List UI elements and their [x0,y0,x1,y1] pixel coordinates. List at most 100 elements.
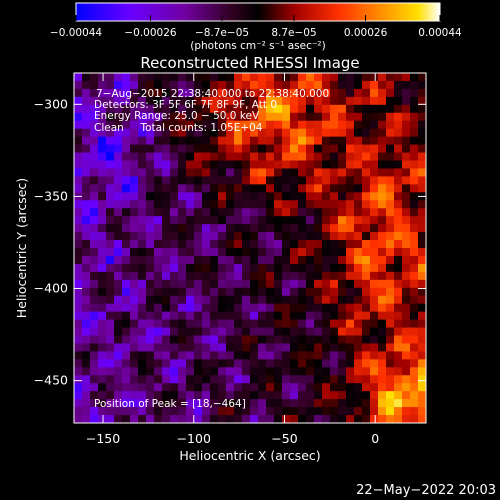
heatmap-cell [82,73,91,82]
heatmap-cell [202,375,211,384]
heatmap-cell [298,136,307,146]
heatmap-cell [306,192,315,201]
x-tick-label: 0 [371,431,379,446]
heatmap-cell [234,240,243,249]
heatmap-cell [106,295,115,305]
heatmap-cell [306,224,315,233]
heatmap-cell [122,415,131,423]
heatmap-cell [122,263,131,273]
heatmap-cell [90,319,99,329]
heatmap-cell [330,128,339,138]
heatmap-cell [258,136,267,146]
heatmap-cell [258,112,267,122]
heatmap-cell [250,391,259,400]
heatmap-cell [322,112,331,122]
heatmap-cell [170,295,179,305]
heatmap-cell [386,407,395,416]
heatmap-cell [98,216,107,225]
heatmap-cell [194,176,203,185]
heatmap-cell [114,303,123,313]
heatmap-cell [218,351,227,360]
heatmap-cell [106,248,115,257]
heatmap-cell [370,160,379,170]
heatmap-cell [402,200,411,209]
heatmap-cell [130,391,139,400]
heatmap-cell [298,367,307,376]
heatmap-cell [226,88,235,98]
heatmap-cell [202,160,211,170]
heatmap-cell [370,303,379,313]
heatmap-cell [122,319,131,329]
heatmap-cell [170,208,179,217]
heatmap-cell [194,287,203,297]
heatmap-cell [346,96,355,106]
heatmap-cell [282,96,291,106]
heatmap-cell [130,383,139,392]
heatmap-cell [314,224,323,233]
heatmap-cell [82,80,91,90]
heatmap-cell [346,200,355,209]
heatmap-cell [250,168,259,177]
heatmap-cell [98,184,107,193]
heatmap-cell [98,327,107,337]
heatmap-cell [82,176,91,185]
heatmap-cell [74,287,83,297]
heatmap-cell [402,311,411,321]
heatmap-cell [114,335,123,345]
heatmap-cell [202,319,211,329]
heatmap-cell [386,359,395,368]
heatmap-cell [226,335,235,345]
heatmap-cell [130,399,139,408]
heatmap-cell [386,248,395,257]
heatmap-cell [362,359,371,368]
heatmap-cell [282,367,291,376]
heatmap-cell [138,73,147,82]
heatmap-cell [90,104,99,114]
heatmap-cell [298,88,307,98]
heatmap-cell [98,263,107,273]
heatmap-cell [186,295,195,305]
heatmap-cell [354,359,363,368]
heatmap-cell [130,152,139,162]
heatmap-cell [242,248,251,257]
heatmap-cell [410,359,419,368]
heatmap-cell [282,383,291,392]
heatmap-cell [242,104,251,114]
heatmap-cell [362,248,371,257]
heatmap-cell [418,152,426,162]
heatmap-cell [98,96,107,106]
heatmap-cell [186,303,195,313]
heatmap-cell [418,359,426,368]
heatmap-cell [82,367,91,376]
heatmap-cell [218,303,227,313]
heatmap-cell [194,383,203,392]
heatmap-cell [290,375,299,384]
heatmap-cell [178,367,187,376]
heatmap-cell [338,303,347,313]
heatmap-cell [266,208,275,217]
heatmap-cell [82,391,91,400]
heatmap-cell [370,335,379,345]
heatmap-cell [418,73,426,82]
heatmap-cell [386,192,395,201]
heatmap-cell [394,375,403,384]
heatmap-cell [114,375,123,384]
heatmap-cell [162,399,171,408]
heatmap-cell [266,367,275,376]
heatmap-cell [106,176,115,185]
heatmap-cell [210,391,219,400]
heatmap-cell [186,311,195,321]
heatmap-cell [146,303,155,313]
heatmap-cell [258,96,267,106]
heatmap-cell [402,399,411,408]
heatmap-cell [314,327,323,337]
heatmap-cell [386,263,395,273]
heatmap-cell [162,415,171,423]
heatmap-cell [306,391,315,400]
heatmap-cell [338,120,347,130]
heatmap-cell [258,88,267,98]
heatmap-cell [138,311,147,321]
heatmap-cell [202,295,211,305]
heatmap-cell [354,255,363,265]
heatmap-cell [226,240,235,249]
